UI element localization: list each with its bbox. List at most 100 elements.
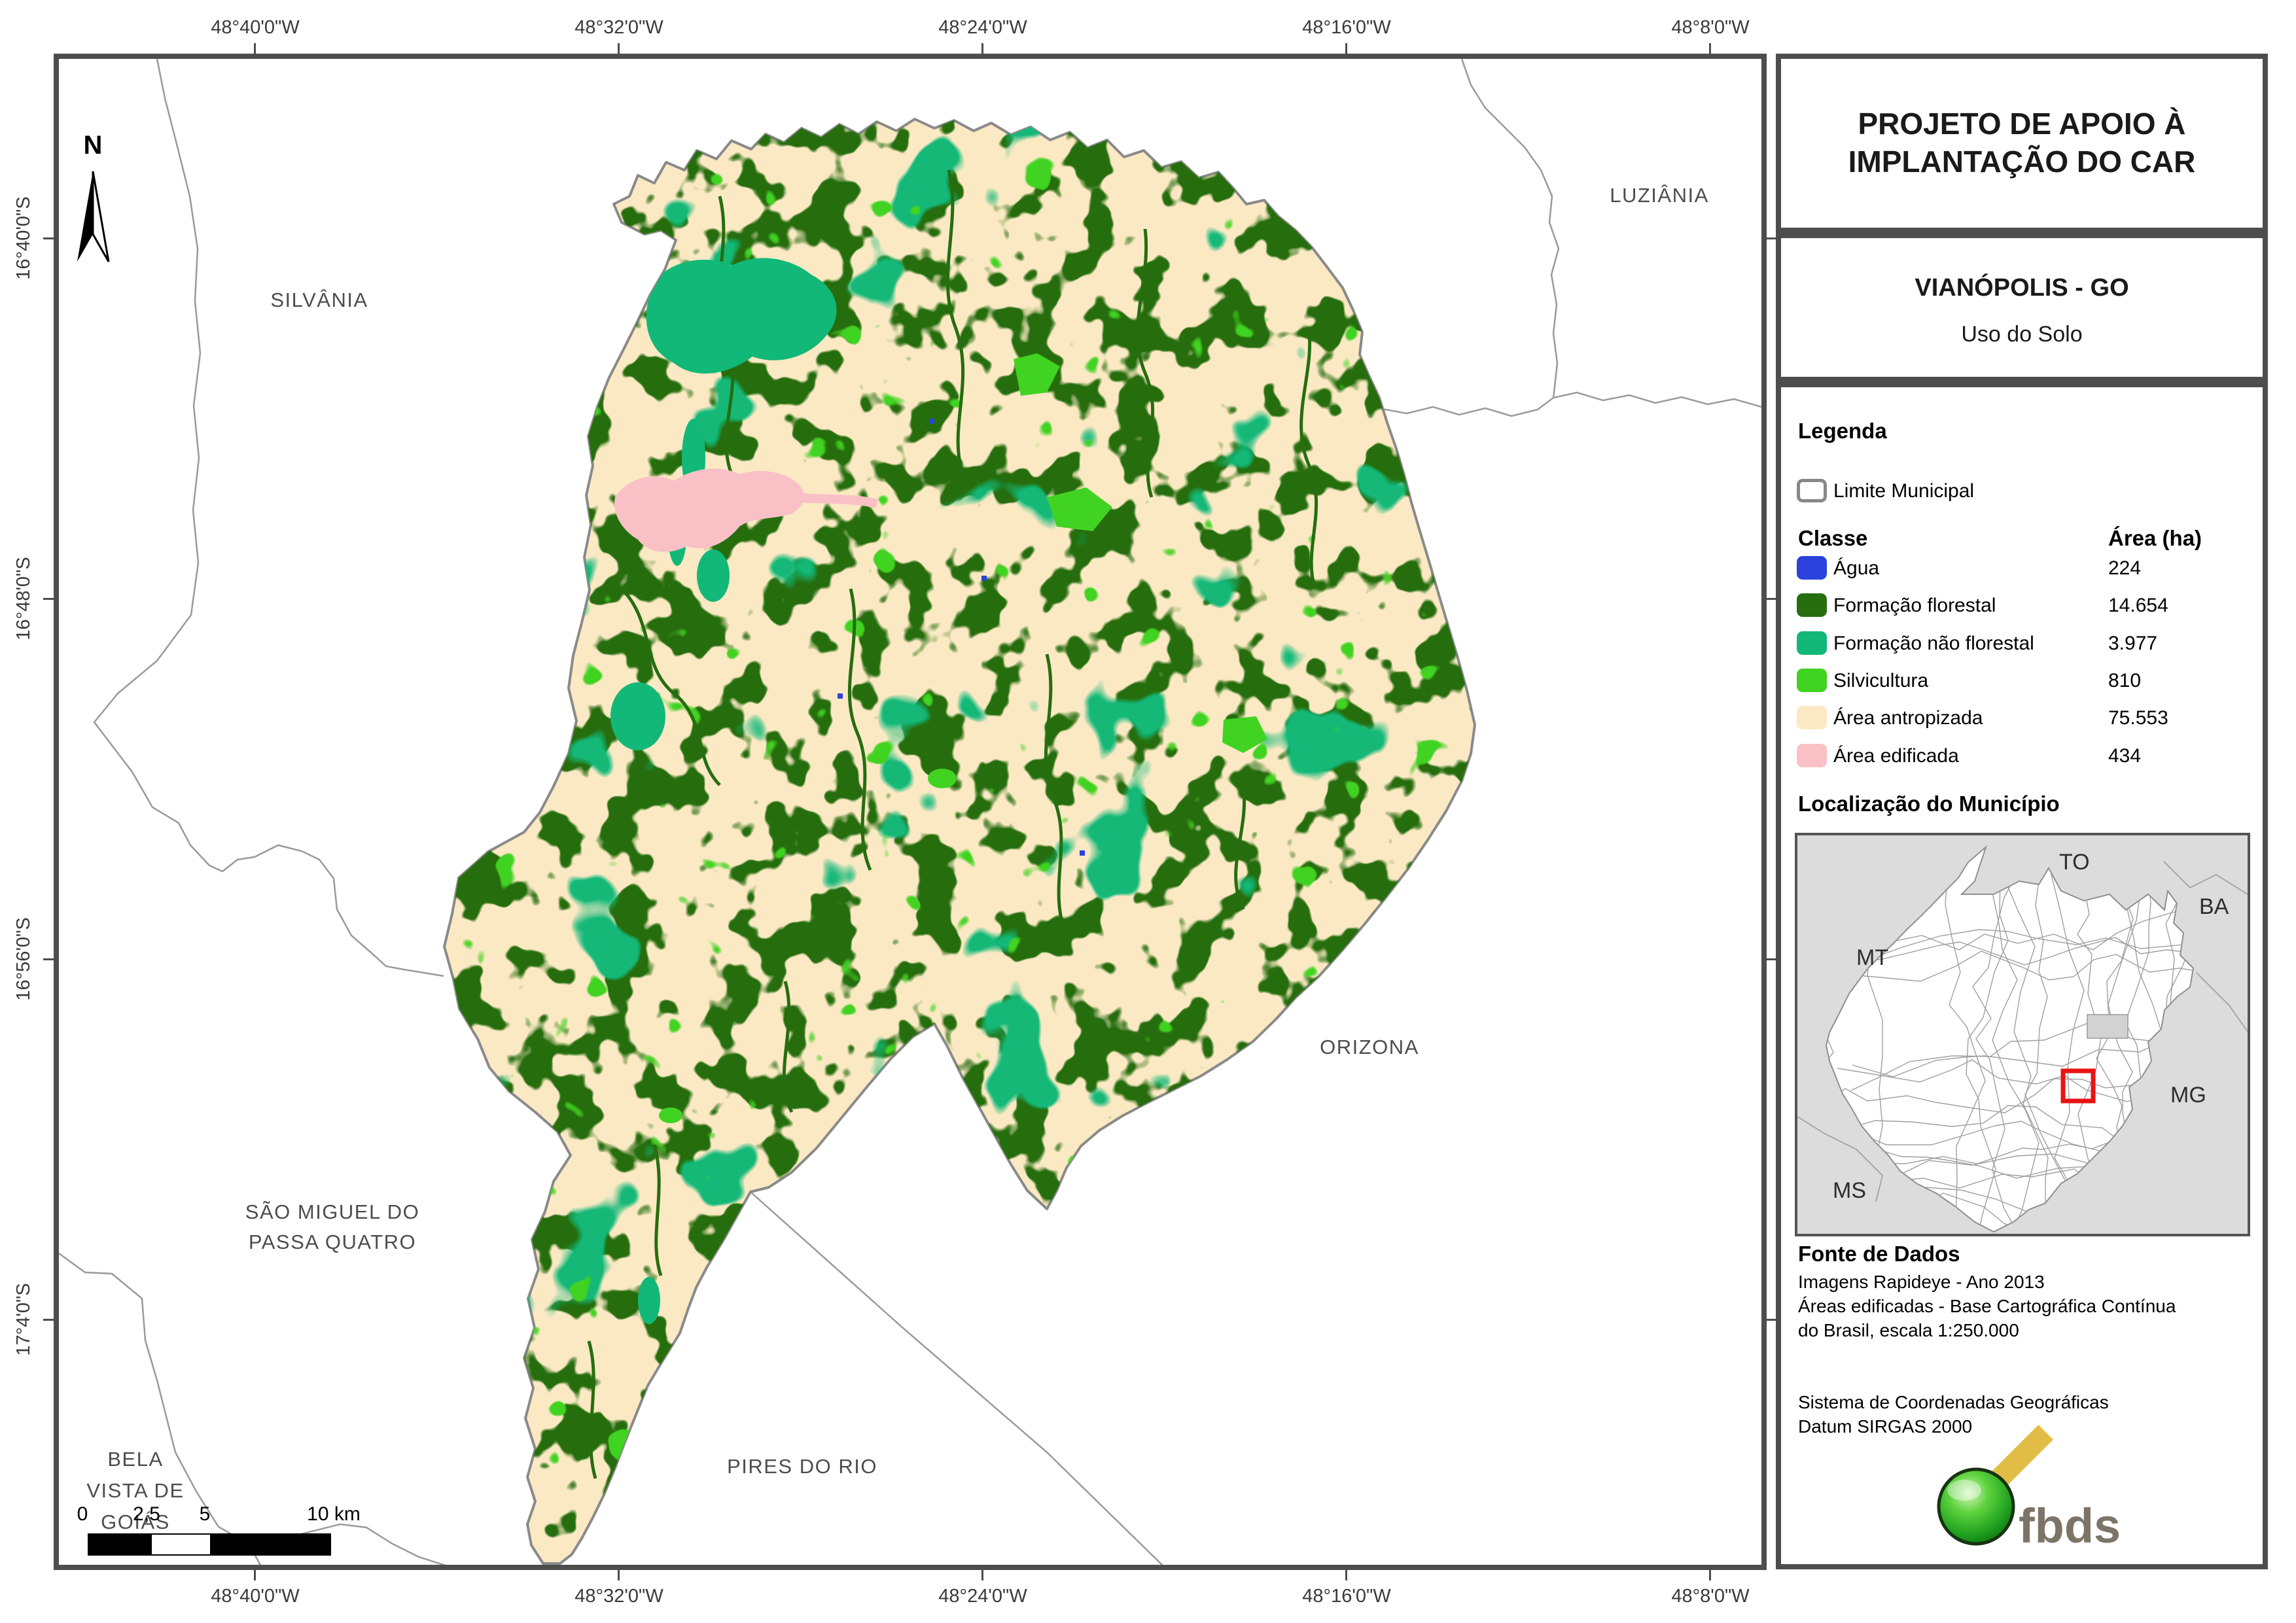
lon-label: 48°24'0"W bbox=[938, 17, 1027, 38]
neighbor-label-silvania: SILVÂNIA bbox=[270, 288, 368, 311]
neighbor-label-orizona: ORIZONA bbox=[1320, 1036, 1419, 1058]
legend-col-area: Área (ha) bbox=[2108, 526, 2202, 550]
inset-label-mg: MG bbox=[2170, 1083, 2206, 1108]
legend-item-label: Formação florestal bbox=[1833, 595, 1996, 616]
neighbor-label-sao-miguel: SÃO MIGUEL DO bbox=[245, 1200, 420, 1223]
project-title-line2: IMPLANTAÇÃO DO CAR bbox=[1848, 145, 2196, 179]
lon-tick bbox=[981, 43, 983, 54]
lon-label: 48°16'0"W bbox=[1302, 17, 1391, 38]
inset-label-ms: MS bbox=[1833, 1178, 1866, 1203]
lon-label: 48°8'0"W bbox=[1671, 1586, 1750, 1607]
inset-label-mt: MT bbox=[1856, 945, 1889, 970]
lat-tick bbox=[43, 237, 54, 239]
neighbor-boundaries bbox=[59, 59, 1761, 1565]
project-title-line1: PROJETO DE APOIO À bbox=[1858, 107, 2186, 141]
municipality-box: VIANÓPOLIS - GO Uso do Solo bbox=[1776, 233, 2268, 382]
scale-label: 2,5 bbox=[133, 1503, 160, 1525]
legend-swatch-0 bbox=[1797, 556, 1827, 580]
scale-bar-segment bbox=[89, 1535, 152, 1554]
lon-label: 48°8'0"W bbox=[1671, 17, 1750, 38]
lon-tick bbox=[254, 1570, 256, 1580]
legend-item-area: 75.553 bbox=[2108, 707, 2168, 729]
legend-item-area: 3.977 bbox=[2108, 633, 2158, 654]
source-header: Fonte de Dados bbox=[1798, 1242, 1960, 1266]
lat-tick bbox=[43, 1319, 54, 1321]
scale-label: 5 bbox=[199, 1503, 211, 1525]
limite-swatch bbox=[1797, 479, 1827, 502]
urban-patch bbox=[614, 468, 804, 552]
riparian-forest-lines bbox=[587, 169, 1318, 1479]
lon-label: 48°24'0"W bbox=[938, 1586, 1027, 1607]
legend-item-label: Silvicultura bbox=[1833, 670, 1929, 691]
map-canvas-frame bbox=[54, 54, 1767, 1570]
lon-tick bbox=[254, 43, 256, 54]
map-theme: Uso do Solo bbox=[1961, 322, 2083, 347]
lat-tick bbox=[1767, 237, 1777, 239]
neighbor-label-pires: PIRES DO RIO bbox=[727, 1455, 877, 1478]
water-specks bbox=[838, 419, 1085, 856]
df-block bbox=[2087, 1014, 2128, 1039]
logo-green-sphere bbox=[1937, 1467, 2015, 1546]
lat-tick bbox=[43, 958, 54, 960]
lon-tick bbox=[618, 1570, 620, 1580]
municipality-title: VIANÓPOLIS - GO bbox=[1915, 274, 2129, 302]
lat-tick bbox=[43, 598, 54, 600]
location-header: Localização do Município bbox=[1798, 792, 2060, 816]
scale-bar-segment bbox=[152, 1535, 210, 1554]
legend-swatch-5 bbox=[1797, 744, 1827, 767]
lon-label: 48°32'0"W bbox=[574, 1586, 663, 1607]
lon-tick bbox=[1709, 43, 1711, 54]
source-line: Áreas edificadas - Base Cartográfica Con… bbox=[1798, 1296, 2176, 1316]
legend-swatch-3 bbox=[1797, 669, 1827, 692]
source-line: Datum SIRGAS 2000 bbox=[1798, 1416, 1973, 1437]
legend-header: Legenda bbox=[1798, 419, 1887, 443]
neighbor-label-bela-vista: VISTA DE bbox=[86, 1479, 185, 1502]
limite-label: Limite Municipal bbox=[1833, 480, 1975, 502]
lon-tick bbox=[1345, 43, 1347, 54]
legend-item-label: Água bbox=[1833, 557, 1880, 579]
legend-swatch-1 bbox=[1797, 593, 1827, 617]
source-line: Imagens Rapideye - Ano 2013 bbox=[1798, 1272, 2045, 1292]
fbds-logo: fbds bbox=[1937, 1425, 2121, 1553]
legend-item-area: 810 bbox=[2108, 670, 2142, 691]
lon-label: 48°16'0"W bbox=[1302, 1586, 1391, 1607]
lat-label: 16°40'0"S bbox=[13, 196, 34, 280]
legend-swatch-2 bbox=[1797, 631, 1827, 655]
goias-state-shape bbox=[1825, 845, 2195, 1233]
nonforest-streak bbox=[697, 550, 730, 602]
source-line: do Brasil, escala 1:250.000 bbox=[1798, 1320, 2019, 1340]
lat-tick bbox=[1767, 958, 1777, 960]
location-inset-map: TO BA MT MG MS bbox=[1795, 833, 2250, 1236]
lon-label: 48°40'0"W bbox=[211, 1586, 300, 1607]
lon-tick bbox=[618, 43, 620, 54]
inset-label-ba: BA bbox=[2199, 894, 2229, 919]
neighbor-label-sao-miguel: PASSA QUATRO bbox=[248, 1230, 417, 1253]
inset-municipality-lines bbox=[1826, 847, 2193, 1232]
legend-item-area: 434 bbox=[2108, 745, 2142, 767]
lon-tick bbox=[981, 1570, 983, 1580]
nonforest-patch-w bbox=[610, 682, 665, 750]
north-arrow-icon bbox=[77, 171, 110, 262]
neighbor-label-bela-vista: GOIÁS bbox=[101, 1510, 170, 1533]
north-label: N bbox=[83, 131, 103, 160]
neighbor-label-luziania: LUZIÂNIA bbox=[1610, 184, 1709, 207]
nonforest-patch-nw bbox=[646, 258, 837, 374]
nonforest-patch-tail bbox=[638, 1277, 660, 1324]
lat-tick bbox=[1767, 598, 1777, 600]
lon-label: 48°40'0"W bbox=[211, 17, 300, 38]
scale-bar-segment bbox=[210, 1535, 330, 1554]
landuse-map bbox=[59, 59, 1761, 1565]
legend-item-label: Área antropizada bbox=[1833, 707, 1983, 729]
lat-label: 17°4'0"S bbox=[13, 1283, 34, 1356]
scale-label: 0 bbox=[77, 1503, 88, 1525]
lat-label: 16°48'0"S bbox=[13, 557, 34, 640]
urban-tendril bbox=[794, 493, 878, 508]
lon-tick bbox=[1345, 1570, 1347, 1580]
legend-item-label: Área edificada bbox=[1833, 745, 1959, 767]
lon-label: 48°32'0"W bbox=[574, 17, 663, 38]
neighbor-label-bela-vista: BELA bbox=[107, 1448, 164, 1471]
inset-label-to: TO bbox=[2059, 850, 2090, 875]
scale-label: 10 km bbox=[307, 1503, 361, 1525]
legend-box: Legenda Limite Municipal Classe Área (ha… bbox=[1776, 382, 2268, 1569]
